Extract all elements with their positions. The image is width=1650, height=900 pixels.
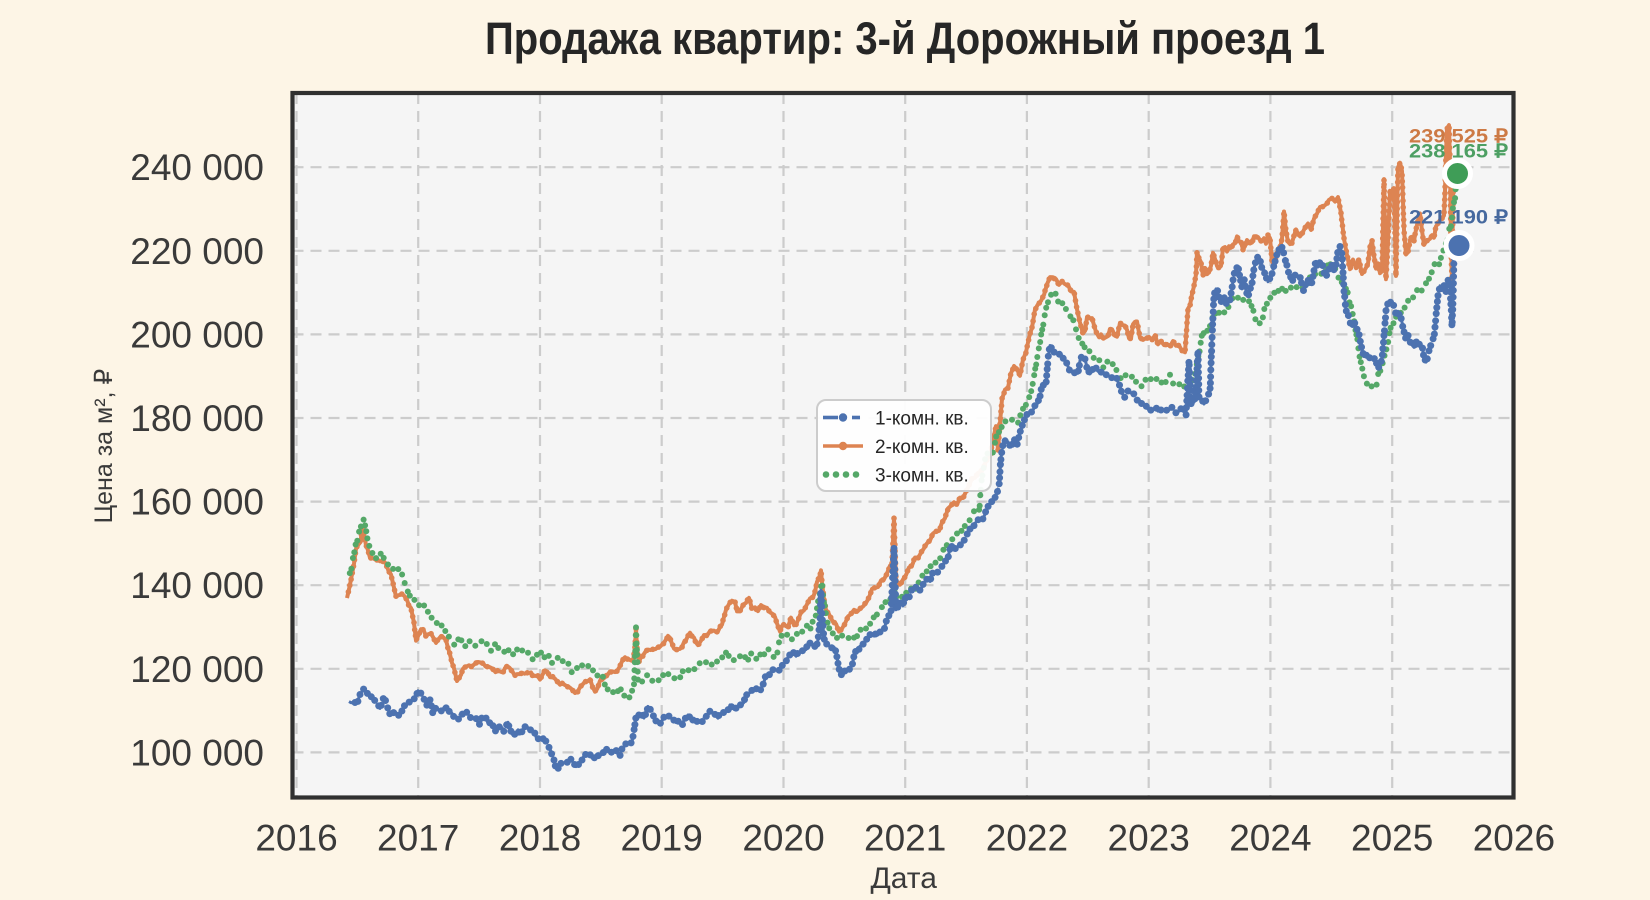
svg-text:220 000: 220 000 [130, 231, 264, 272]
svg-text:Продажа квартир: 3-й Дорожный: Продажа квартир: 3-й Дорожный проезд 1 [485, 13, 1325, 64]
svg-text:2026: 2026 [1473, 818, 1555, 859]
svg-text:238 165 ₽: 238 165 ₽ [1409, 141, 1508, 162]
svg-text:Цена за м², ₽: Цена за м², ₽ [90, 369, 118, 524]
svg-text:2024: 2024 [1229, 818, 1311, 859]
svg-text:2025: 2025 [1351, 818, 1433, 859]
svg-text:100 000: 100 000 [130, 732, 264, 773]
svg-text:2-комн. кв.: 2-комн. кв. [875, 437, 969, 458]
svg-text:2021: 2021 [864, 818, 946, 859]
svg-text:200 000: 200 000 [130, 314, 264, 355]
svg-text:2023: 2023 [1108, 818, 1190, 859]
svg-text:1-комн. кв.: 1-комн. кв. [875, 409, 969, 430]
svg-text:2018: 2018 [499, 818, 581, 859]
svg-text:3-комн. кв.: 3-комн. кв. [875, 466, 969, 487]
svg-text:239 525 ₽: 239 525 ₽ [1409, 127, 1508, 148]
svg-text:120 000: 120 000 [130, 649, 264, 690]
svg-text:160 000: 160 000 [130, 482, 264, 523]
svg-text:2017: 2017 [377, 818, 459, 859]
svg-text:221 190 ₽: 221 190 ₽ [1409, 207, 1508, 228]
svg-text:2019: 2019 [621, 818, 703, 859]
svg-text:140 000: 140 000 [130, 565, 264, 606]
svg-text:Дата: Дата [870, 862, 937, 895]
svg-text:2020: 2020 [742, 818, 824, 859]
svg-text:2016: 2016 [255, 818, 337, 859]
svg-text:240 000: 240 000 [130, 147, 264, 188]
svg-text:2022: 2022 [986, 818, 1068, 859]
svg-text:180 000: 180 000 [130, 398, 264, 439]
